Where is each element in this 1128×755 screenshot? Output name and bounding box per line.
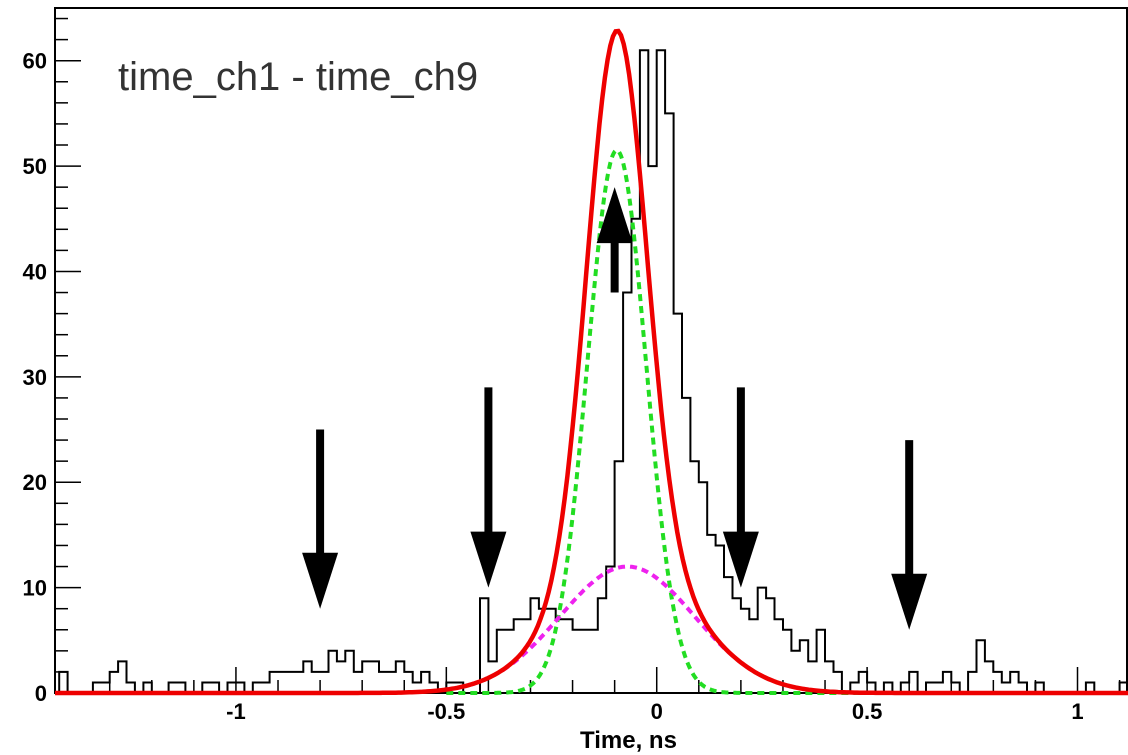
arrow-head bbox=[722, 531, 759, 588]
annotation-arrows bbox=[302, 187, 928, 630]
x-tick-label: 0.5 bbox=[852, 699, 883, 724]
x-tick-label: 1 bbox=[1071, 699, 1083, 724]
y-axis-ticks: 0 10 20 30 40 50 60 bbox=[23, 17, 81, 706]
histogram-steps bbox=[58, 49, 1128, 694]
x-tick-label: -1 bbox=[226, 699, 246, 724]
arrow-head bbox=[891, 573, 928, 630]
y-tick-label: 30 bbox=[23, 365, 47, 390]
y-tick-label: 60 bbox=[23, 49, 47, 74]
annotation-arrow bbox=[302, 429, 339, 609]
plot-frame bbox=[54, 7, 1128, 694]
annotation-arrow bbox=[470, 387, 507, 588]
plot-area bbox=[55, 28, 1128, 696]
arrow-head bbox=[302, 552, 339, 609]
annotation-arrow bbox=[722, 387, 759, 588]
y-tick-label: 40 bbox=[23, 259, 47, 284]
y-tick-label: 20 bbox=[23, 470, 47, 495]
annotation-arrow bbox=[891, 440, 928, 630]
y-tick-label: 10 bbox=[23, 576, 47, 601]
x-axis-label: Time, ns bbox=[580, 727, 677, 754]
y-tick-label: 50 bbox=[23, 154, 47, 179]
x-axis-ticks: -1 -0.5 0 0.5 1 bbox=[66, 667, 1121, 724]
y-tick-label: 0 bbox=[35, 681, 47, 706]
chart-title: time_ch1 - time_ch9 bbox=[118, 55, 478, 99]
annotation-arrow bbox=[596, 187, 633, 293]
fit-narrow-gaussian bbox=[446, 148, 868, 695]
arrow-head bbox=[470, 531, 507, 588]
x-tick-label: -0.5 bbox=[427, 699, 465, 724]
arrow-head bbox=[596, 187, 633, 244]
fit-total-curve bbox=[55, 28, 1128, 696]
x-tick-label: 0 bbox=[651, 699, 663, 724]
axes-frame bbox=[54, 7, 1128, 694]
